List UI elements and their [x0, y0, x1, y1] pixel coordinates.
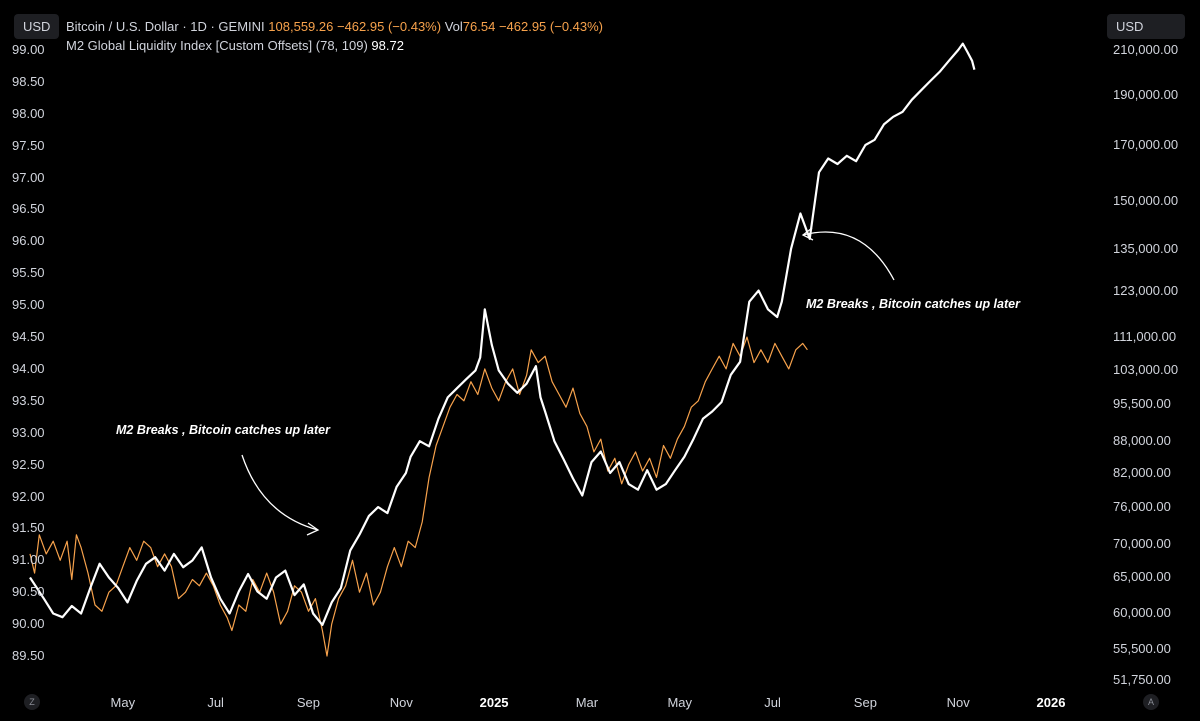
time-axis-tick: May	[110, 695, 136, 710]
right-axis-tick: 76,000.00	[1113, 499, 1171, 515]
time-axis-tick: Nov	[389, 695, 413, 710]
annotation-arrow-left	[241, 454, 319, 531]
left-axis-tick: 90.50	[12, 584, 45, 600]
left-axis-tick: 94.50	[12, 329, 45, 345]
left-axis-tick: 96.50	[12, 201, 45, 217]
right-axis-tick: 190,000.00	[1113, 87, 1179, 102]
right-currency-badge[interactable]: USD	[1107, 14, 1185, 39]
left-axis-tick: 90.00	[12, 616, 45, 632]
time-axis-tick: May	[667, 695, 692, 710]
left-axis-tick: 95.50	[12, 265, 45, 281]
annotation-arrow-right-head	[801, 227, 814, 241]
auto-scale-a-button[interactable]: A	[1143, 694, 1159, 710]
right-axis-tick: 135,000.00	[1113, 240, 1179, 256]
annotation-text-right: M2 Breaks , Bitcoin catches up later	[806, 297, 1020, 311]
time-axis-tick: Nov	[946, 695, 970, 710]
left-axis-tick: 93.00	[12, 424, 45, 440]
indicator-value: 98.72	[371, 38, 404, 53]
right-axis-tick: 95,500.00	[1113, 396, 1171, 412]
right-axis-tick: 82,000.00	[1113, 464, 1171, 480]
left-axis-tick: 96.00	[12, 233, 45, 249]
left-axis-tick: 92.50	[12, 456, 45, 472]
right-axis-tick: 111,000.00	[1113, 328, 1177, 344]
left-axis-tick: 91.50	[12, 520, 45, 536]
right-axis-tick: 103,000.00	[1113, 362, 1179, 378]
right-axis-tick: 60,000.00	[1113, 605, 1171, 621]
left-axis-tick: 92.00	[12, 488, 45, 504]
m2-liquidity-line[interactable]	[29, 336, 808, 657]
time-axis-tick: Sep	[296, 695, 321, 710]
time-axis-tick: Sep	[853, 695, 877, 710]
left-axis-tick: 94.00	[12, 360, 45, 376]
annotation-text-left: M2 Breaks , Bitcoin catches up later	[116, 423, 330, 437]
symbol-row: Bitcoin / U.S. Dollar · 1D · GEMINI 108,…	[66, 17, 603, 36]
time-axis-tick: 2025	[479, 695, 509, 710]
vol-label: Vol	[444, 19, 463, 34]
time-axis-tick: Jul	[764, 695, 781, 710]
indicator-title[interactable]: M2 Global Liquidity Index [Custom Offset…	[66, 38, 368, 53]
annotation-arrow-left-head	[306, 522, 320, 536]
auto-scale-z-button[interactable]: Z	[24, 694, 40, 710]
price-change: −462.95 (−0.43%)	[336, 19, 442, 34]
left-axis-tick: 98.50	[12, 73, 45, 89]
price-value: 108,559.26	[268, 19, 334, 34]
left-axis-tick: 93.50	[12, 392, 45, 408]
right-axis-tick: 70,000.00	[1113, 536, 1171, 552]
left-axis-tick: 97.50	[12, 137, 45, 153]
bitcoin-price-line[interactable]	[29, 42, 976, 627]
right-axis-tick: 210,000.00	[1113, 42, 1179, 57]
time-axis-tick: 2026	[1036, 695, 1066, 710]
annotation-arrow-right	[802, 231, 895, 281]
right-axis-tick: 65,000.00	[1113, 569, 1171, 585]
left-axis-tick: 97.00	[12, 169, 45, 185]
left-currency-badge[interactable]: USD	[14, 14, 60, 39]
left-axis-tick: 99.00	[12, 42, 45, 57]
right-axis-tick: 88,000.00	[1113, 433, 1171, 449]
indicator-row: M2 Global Liquidity Index [Custom Offset…	[66, 36, 603, 55]
right-axis-tick: 170,000.00	[1113, 137, 1179, 153]
time-axis-tick: Jul	[207, 695, 224, 710]
time-axis-tick: Mar	[575, 695, 599, 710]
right-axis-tick: 55,500.00	[1113, 640, 1171, 656]
left-axis-tick: 95.00	[12, 297, 45, 313]
vol-value: 76.54	[462, 19, 496, 34]
vol-change: −462.95 (−0.43%)	[498, 19, 604, 34]
right-axis-tick: 150,000.00	[1113, 193, 1179, 209]
left-axis-tick: 91.00	[12, 552, 45, 568]
right-axis-tick: 123,000.00	[1113, 282, 1179, 298]
left-axis-tick: 98.00	[12, 105, 45, 121]
legend-header: Bitcoin / U.S. Dollar · 1D · GEMINI 108,…	[66, 17, 603, 55]
left-axis-tick: 89.50	[12, 648, 45, 663]
right-axis-tick: 51,750.00	[1113, 672, 1171, 687]
symbol-title[interactable]: Bitcoin / U.S. Dollar · 1D · GEMINI	[66, 19, 265, 34]
